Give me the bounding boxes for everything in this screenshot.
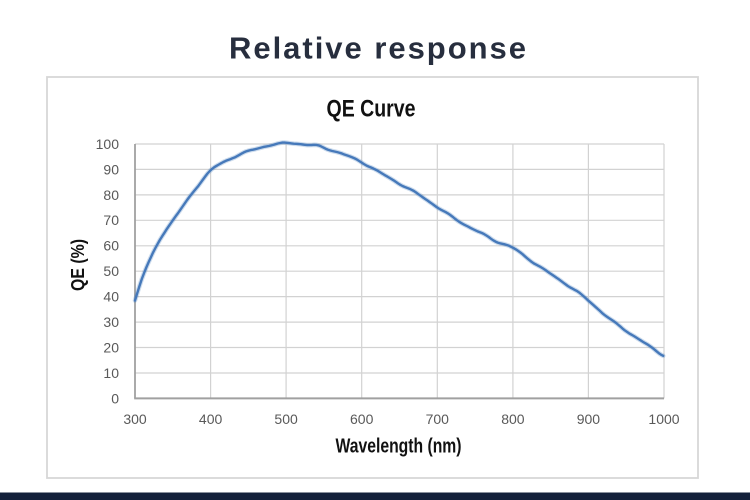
svg-text:QE (%): QE (%) xyxy=(68,239,88,291)
svg-text:1000: 1000 xyxy=(648,411,679,427)
svg-text:20: 20 xyxy=(103,339,119,355)
svg-text:QE Curve: QE Curve xyxy=(327,96,416,123)
svg-text:900: 900 xyxy=(577,411,601,427)
svg-text:60: 60 xyxy=(103,238,119,254)
svg-text:100: 100 xyxy=(96,136,120,152)
svg-text:0: 0 xyxy=(111,390,119,406)
svg-text:600: 600 xyxy=(350,411,374,427)
svg-text:50: 50 xyxy=(103,263,119,279)
svg-text:80: 80 xyxy=(103,187,119,203)
svg-text:500: 500 xyxy=(274,411,298,427)
svg-text:300: 300 xyxy=(123,411,147,427)
svg-text:30: 30 xyxy=(103,314,119,330)
svg-text:90: 90 xyxy=(103,161,119,177)
svg-text:70: 70 xyxy=(103,212,119,228)
svg-text:10: 10 xyxy=(103,365,119,381)
svg-text:800: 800 xyxy=(501,411,525,427)
svg-text:700: 700 xyxy=(426,411,450,427)
svg-text:400: 400 xyxy=(199,411,223,427)
svg-text:Relative response: Relative response xyxy=(229,31,526,66)
svg-text:40: 40 xyxy=(103,289,119,305)
svg-text:Wavelength (nm): Wavelength (nm) xyxy=(336,436,462,458)
